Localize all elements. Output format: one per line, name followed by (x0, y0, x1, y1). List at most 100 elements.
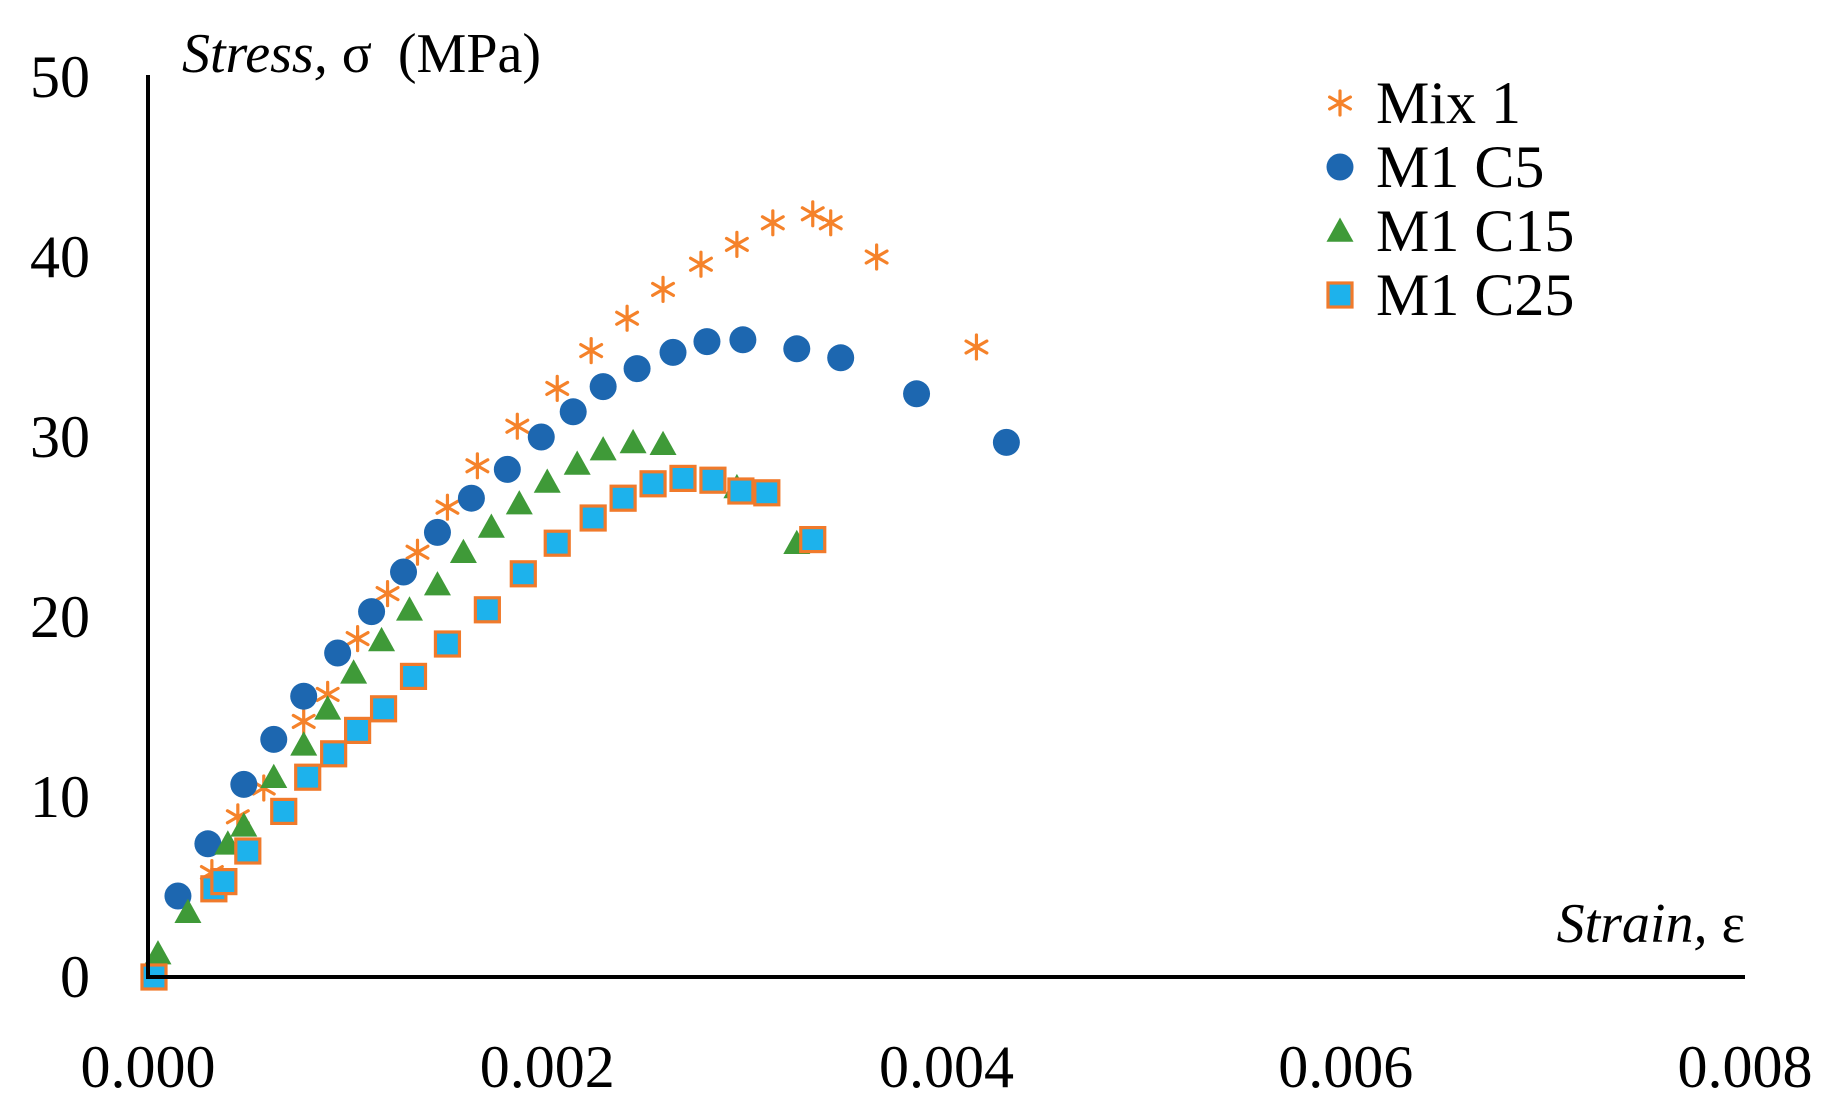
data-point (314, 695, 342, 720)
y-tick-label: 50 (30, 44, 90, 110)
y-axis-title-symbol: σ (342, 23, 372, 85)
data-point (423, 571, 451, 596)
data-point (533, 468, 561, 493)
data-point (559, 398, 587, 426)
data-point (405, 538, 430, 566)
data-point (399, 662, 428, 691)
data-point (864, 243, 889, 271)
data-point (649, 430, 677, 455)
data-point (688, 250, 713, 278)
x-tick-label: 0.008 (1678, 1034, 1813, 1100)
data-point (992, 428, 1020, 456)
data-point (619, 428, 647, 454)
data-point (589, 436, 617, 461)
data-point (579, 337, 604, 365)
data-point (294, 763, 322, 791)
y-tick-labels: 0 10 20 30 40 50 (30, 44, 90, 1010)
data-point (230, 812, 258, 837)
data-point (639, 470, 667, 498)
legend-label: Mix 1 (1376, 70, 1521, 136)
data-point (465, 452, 490, 480)
data-marks (140, 200, 1020, 991)
data-point (270, 797, 298, 826)
data-point (509, 560, 537, 588)
data-point (423, 518, 451, 546)
data-point (493, 455, 521, 483)
data-point (174, 898, 202, 923)
data-point (324, 639, 352, 667)
data-point (473, 596, 501, 624)
data-point (505, 490, 533, 515)
data-point (291, 707, 316, 735)
data-point (433, 630, 462, 658)
x-axis-title-symbol: ε (1721, 893, 1745, 955)
data-point (144, 940, 172, 965)
data-point (390, 558, 418, 586)
series-m1-c5 (164, 326, 1020, 910)
x-tick-labels: 0.000 0.002 0.004 0.006 0.008 (81, 1034, 1813, 1100)
x-tick-label: 0.000 (81, 1034, 216, 1100)
data-point (615, 304, 640, 332)
data-point (396, 596, 424, 621)
data-point (589, 373, 617, 401)
data-point (669, 464, 697, 492)
data-point (234, 837, 262, 865)
legend-item: M1 C5 (1326, 134, 1544, 200)
data-point (210, 867, 238, 896)
data-point (164, 882, 192, 910)
data-point (368, 626, 396, 652)
legend-item: M1 C25 (1326, 262, 1574, 328)
x-tick-label: 0.004 (879, 1034, 1014, 1100)
y-axis-title-unit: (MPa) (398, 23, 541, 85)
data-point (964, 333, 989, 361)
data-point (457, 484, 485, 512)
x-tick-label: 0.006 (1278, 1034, 1413, 1100)
data-point (375, 580, 400, 608)
data-point (818, 209, 843, 237)
y-axis-title: Stress, σ (MPa) (182, 23, 541, 85)
data-point (651, 275, 676, 303)
data-point (477, 513, 505, 538)
data-point (340, 659, 368, 684)
data-point (290, 731, 318, 756)
y-axis-title-italic: Stress, (182, 23, 328, 85)
y-tick-label: 10 (30, 764, 90, 830)
data-point (659, 338, 687, 366)
data-point (623, 355, 651, 383)
data-point (724, 230, 749, 258)
data-point (699, 466, 727, 494)
data-point (579, 504, 607, 532)
legend-item: Mix 1 (1328, 70, 1521, 136)
data-point (760, 209, 785, 237)
x-axis-title: Strain, ε (1557, 893, 1745, 955)
data-point (505, 412, 530, 440)
data-point (799, 525, 827, 554)
y-tick-label: 30 (30, 404, 90, 470)
data-point (527, 423, 555, 451)
legend-marker (1326, 153, 1354, 181)
data-point (729, 326, 757, 354)
data-point (903, 380, 931, 408)
legend-label: M1 C5 (1376, 134, 1544, 200)
y-tick-label: 40 (30, 224, 90, 290)
legend-label: M1 C25 (1376, 262, 1574, 328)
y-tick-label: 20 (30, 584, 90, 650)
data-point (783, 335, 811, 363)
data-point (290, 682, 318, 710)
y-tick-label: 0 (60, 944, 90, 1010)
data-point (753, 479, 781, 507)
x-axis-title-italic: Strain, (1557, 893, 1708, 955)
data-point (563, 450, 591, 475)
data-point (435, 493, 460, 521)
data-point (369, 695, 398, 723)
data-point (827, 344, 855, 372)
data-point (344, 716, 372, 745)
legend-marker (1326, 217, 1354, 242)
data-point (320, 740, 348, 768)
data-point (230, 770, 258, 798)
data-point (358, 598, 386, 626)
data-point (449, 538, 477, 563)
data-point (693, 328, 721, 356)
